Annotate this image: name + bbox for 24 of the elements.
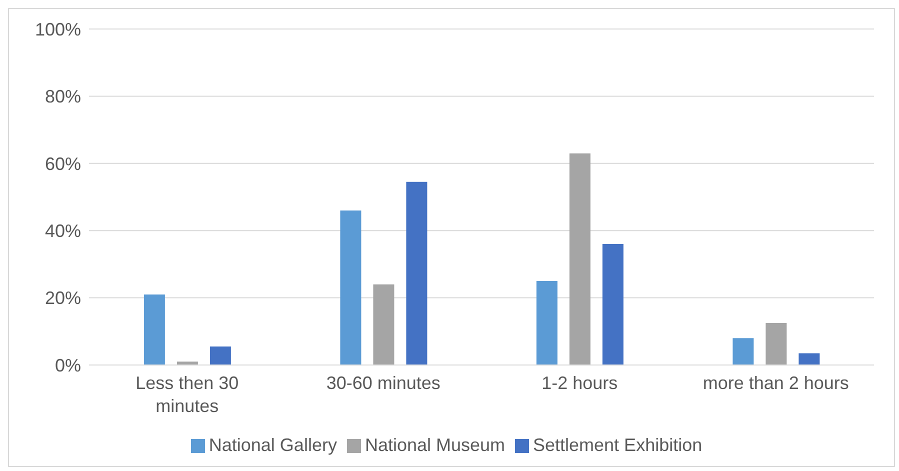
x-tick-label: Less then 30 minutes (136, 373, 239, 416)
bar (373, 284, 394, 365)
bar (340, 210, 362, 365)
legend-label: National Gallery (208, 435, 337, 455)
bar (766, 323, 787, 365)
y-tick-label: 80% (44, 86, 81, 107)
bar (536, 281, 558, 365)
x-tick-label: more than 2 hours (702, 373, 849, 393)
legend-label: Settlement Exhibition (533, 435, 702, 455)
bar (602, 244, 624, 365)
x-tick-label: 30-60 minutes (326, 373, 440, 393)
y-tick-label: 20% (44, 288, 81, 308)
legend-label: National Museum (364, 435, 506, 455)
y-tick-label: 60% (44, 154, 81, 174)
y-tick-label: 40% (44, 220, 81, 241)
bar (144, 294, 165, 365)
x-tick-label: 1-2 hours (542, 373, 618, 393)
bar (406, 182, 428, 365)
bar (569, 153, 590, 365)
y-tick-label: 0% (54, 355, 81, 376)
bar (798, 353, 820, 365)
bar (210, 346, 231, 365)
y-tick-label: 100% (34, 19, 81, 40)
bar (732, 338, 754, 365)
